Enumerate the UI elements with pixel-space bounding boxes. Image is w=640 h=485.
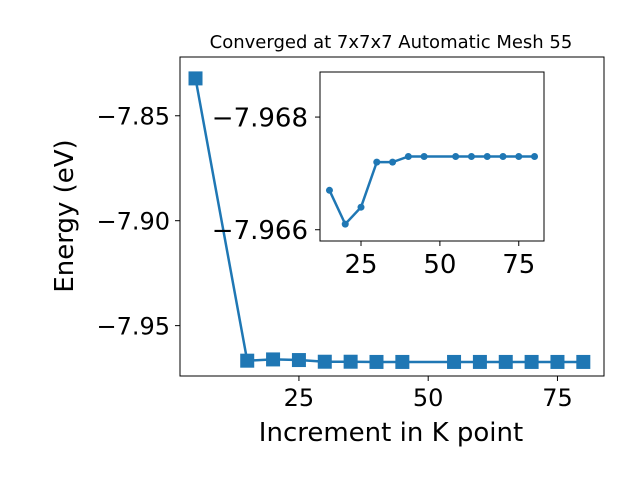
inset-data-point	[515, 153, 523, 160]
main-x-tick-label: 50	[413, 384, 444, 412]
y-axis-label: Energy (eV)	[50, 139, 80, 292]
inset-x-tick-label: 50	[423, 250, 456, 280]
inset-data-point	[499, 153, 507, 160]
inset-y-tick-label: −7.968	[212, 103, 308, 133]
main-data-point	[343, 354, 358, 369]
main-data-point	[395, 354, 410, 369]
main-x-tick-label: 75	[542, 384, 573, 412]
main-data-point	[576, 354, 591, 369]
main-x-tick-label: 25	[284, 384, 315, 412]
main-data-point	[369, 354, 384, 369]
main-data-point	[472, 354, 487, 369]
inset-data-point	[531, 153, 539, 160]
main-y-tick-label: −7.85	[96, 102, 170, 130]
inset-x-tick-label: 75	[502, 250, 535, 280]
inset-data-point	[404, 153, 412, 160]
main-data-point	[266, 352, 281, 367]
main-data-point	[498, 354, 513, 369]
main-data-point	[240, 353, 255, 368]
inset-data-point	[389, 158, 397, 166]
inset-x-tick-label: 25	[344, 250, 377, 280]
inset-data-point	[325, 186, 333, 194]
main-data-point	[524, 354, 539, 369]
inset-data-point	[357, 203, 365, 211]
chart-title: Converged at 7x7x7 Automatic Mesh 55	[210, 32, 573, 53]
main-data-point	[291, 353, 306, 368]
main-y-tick-label: −7.90	[96, 207, 170, 235]
main-y-tick-label: −7.95	[96, 312, 170, 340]
main-data-point	[550, 354, 565, 369]
inset-data-point	[452, 153, 460, 160]
main-data-point	[317, 354, 332, 369]
inset-data-point	[467, 153, 475, 160]
inset-axes: 25 50 75 −7.968 −7.966	[212, 71, 545, 280]
inset-data-point	[341, 220, 349, 228]
inset-data-point	[373, 158, 381, 166]
main-data-point	[447, 354, 462, 369]
main-data-point	[188, 71, 203, 86]
inset-y-tick-label: −7.966	[212, 216, 308, 246]
x-axis-label: Increment in K point	[259, 418, 523, 448]
inset-data-point	[483, 153, 491, 160]
inset-data-point	[420, 153, 428, 160]
